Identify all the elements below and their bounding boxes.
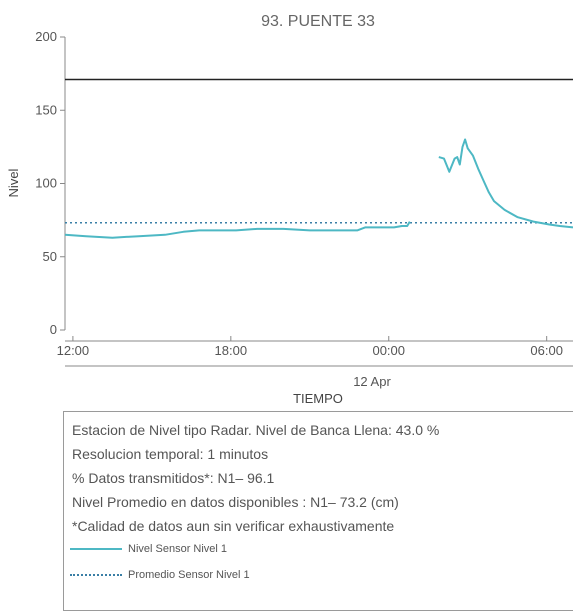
sensor-level-line: [64, 221, 411, 239]
x-tick-label: 06:00: [530, 343, 563, 358]
plot-area: [64, 78, 573, 239]
info-box: Estacion de Nivel tipo Radar. Nivel de B…: [63, 411, 573, 611]
chart-title: 93. PUENTE 33: [261, 13, 375, 30]
axes: 0 50 100 150 200 12:00 18:00 00:00 06:00: [35, 29, 573, 367]
sensor-level-line: [438, 138, 573, 229]
y-tick-label: 50: [43, 249, 57, 264]
legend-item-sensor: Nivel Sensor Nivel 1: [70, 542, 227, 556]
legend-item-average: Promedio Sensor Nivel 1: [70, 568, 250, 582]
level-chart: 93. PUENTE 33 Nivel 0 50 100 150 200 12:00 18:…: [6, 13, 573, 406]
legend-swatch-dotted: [70, 574, 122, 576]
legend-label-average: Promedio Sensor Nivel 1: [128, 569, 250, 581]
x-axis-title: TIEMPO: [293, 391, 343, 406]
legend-swatch-solid: [70, 548, 122, 550]
info-transmitted-line: % Datos transmitidos*: N1– 96.1: [72, 470, 275, 486]
info-average-line: Nivel Promedio en datos disponibles : N1…: [72, 494, 399, 510]
y-tick-label: 200: [35, 29, 57, 44]
y-tick-label: 100: [35, 176, 57, 191]
y-axis-title: Nivel: [6, 168, 21, 197]
x-date-label: 12 Apr: [353, 374, 391, 389]
info-resolution-line: Resolucion temporal: 1 minutos: [72, 446, 269, 462]
x-tick-label: 18:00: [215, 343, 248, 358]
x-tick-label: 00:00: [372, 343, 405, 358]
x-tick-label: 12:00: [57, 343, 90, 358]
info-station-line: Estacion de Nivel tipo Radar. Nivel de B…: [72, 422, 440, 438]
info-quality-note: *Calidad de datos aun sin verificar exha…: [72, 518, 395, 534]
y-tick-label: 0: [50, 322, 57, 337]
y-tick-label: 150: [35, 102, 57, 117]
legend-label-sensor: Nivel Sensor Nivel 1: [128, 543, 228, 555]
